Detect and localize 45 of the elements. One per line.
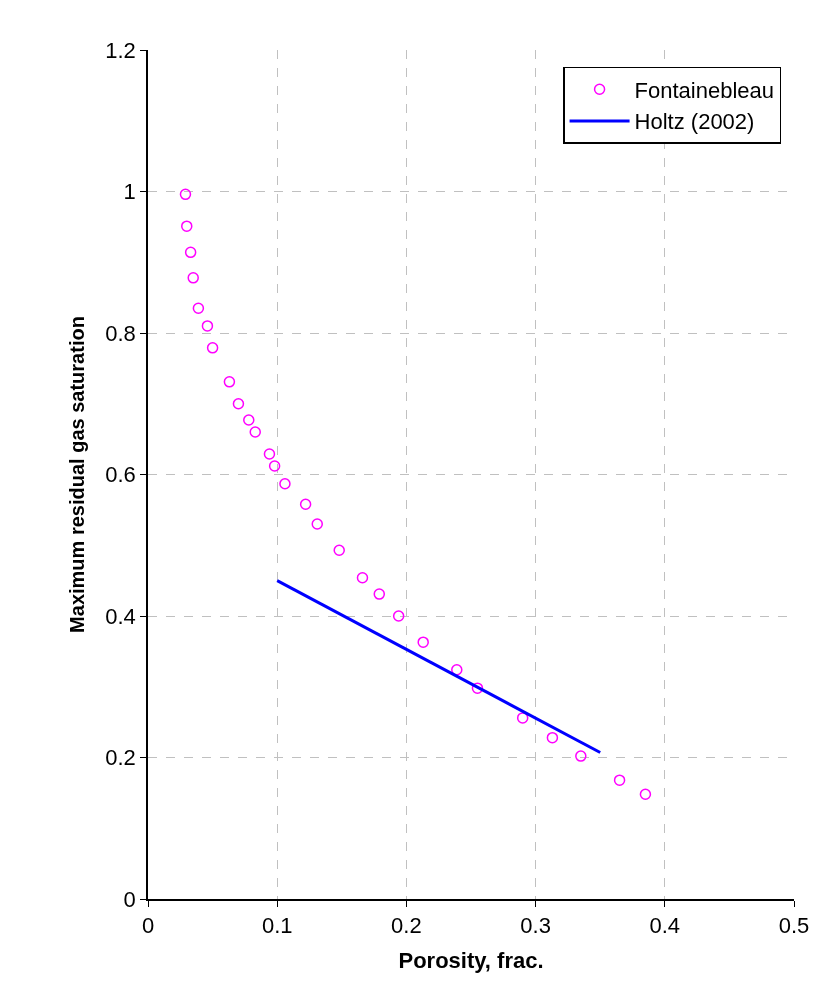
x-tick-label: 0.3	[520, 913, 551, 939]
point	[184, 246, 197, 259]
point	[249, 426, 261, 438]
point	[333, 544, 345, 556]
y-tick-label: 0.6	[105, 462, 136, 488]
point	[279, 477, 291, 490]
point	[471, 682, 484, 694]
point	[263, 448, 276, 460]
point	[179, 188, 192, 201]
point	[613, 774, 626, 786]
point	[223, 376, 236, 388]
point	[192, 302, 205, 314]
y-tick-label: 0.8	[105, 320, 136, 346]
point	[451, 664, 463, 676]
point	[232, 398, 245, 410]
point	[639, 788, 652, 801]
point	[187, 272, 199, 284]
y-tick-label: 1.2	[105, 37, 136, 63]
y-tick-label: 1	[123, 179, 136, 205]
x-tick-label: 0.4	[649, 913, 681, 939]
point	[299, 498, 312, 510]
point	[206, 342, 219, 354]
legend-label: Fontainebleau	[634, 77, 775, 103]
y-axis-title: Maximum residual gas saturation	[66, 316, 89, 633]
y-tick-label: 0	[123, 886, 136, 912]
point	[356, 572, 369, 584]
x-tick-label: 0.5	[778, 913, 810, 939]
point	[181, 220, 193, 232]
point	[311, 518, 323, 530]
point	[516, 712, 529, 724]
point	[243, 414, 255, 426]
x-tick-label: 0.2	[391, 913, 422, 939]
point	[201, 320, 214, 332]
x-axis-title: Porosity, frac.	[398, 947, 544, 973]
point	[417, 636, 429, 648]
point	[392, 610, 405, 622]
y-tick-label: 0.4	[105, 603, 136, 629]
point	[575, 750, 587, 762]
point	[373, 588, 386, 600]
y-tick-label: 0.2	[105, 745, 136, 771]
point	[546, 731, 559, 744]
x-tick-label: 0	[141, 913, 155, 939]
point	[268, 460, 281, 472]
x-tick-label: 0.1	[261, 913, 293, 939]
legend-label: Holtz (2002)	[634, 109, 755, 135]
